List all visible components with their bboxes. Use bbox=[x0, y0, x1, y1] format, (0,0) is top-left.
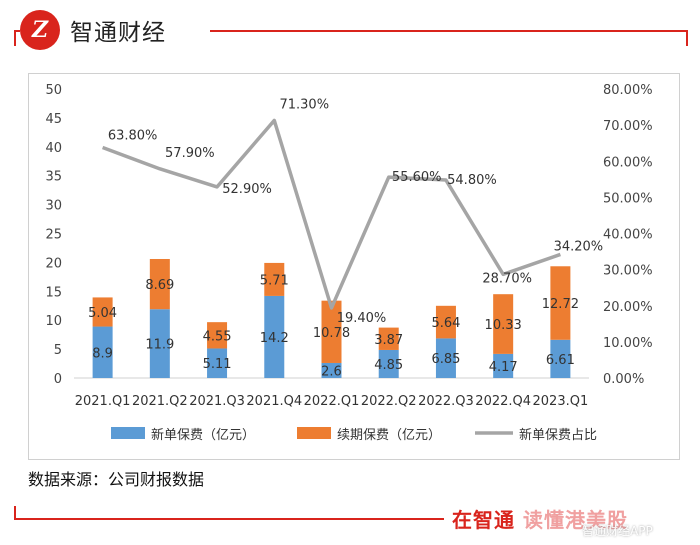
data-label-ratio: 19.40% bbox=[337, 311, 387, 326]
data-label-new-premium: 14.2 bbox=[260, 331, 289, 346]
brand-name: 智通财经 bbox=[70, 20, 166, 46]
data-label-ratio: 71.30% bbox=[279, 97, 329, 112]
data-label-renewal-premium: 8.69 bbox=[145, 278, 174, 293]
x-tick-label: 2021.Q1 bbox=[75, 394, 131, 409]
bar-new-premium bbox=[435, 338, 456, 378]
bar-renewal-premium bbox=[92, 297, 113, 327]
data-label-renewal-premium: 10.33 bbox=[485, 318, 522, 333]
bar-new-premium bbox=[550, 339, 571, 378]
data-label-new-premium: 6.61 bbox=[546, 353, 575, 368]
y-right-tick-label: 30.00% bbox=[603, 264, 653, 279]
data-label-ratio: 54.80% bbox=[447, 173, 497, 188]
slogan-accent: 读懂港美股 bbox=[522, 508, 628, 532]
brand-slogan: 在智通 读懂港美股 bbox=[452, 504, 628, 533]
bar-renewal-premium bbox=[149, 258, 170, 310]
footer-frame-tick bbox=[14, 506, 16, 518]
y-right-tick-label: 50.00% bbox=[603, 191, 653, 206]
bar-new-premium bbox=[92, 326, 113, 378]
y-right-tick-label: 80.00% bbox=[603, 83, 653, 98]
y-left-tick-label: 10 bbox=[45, 314, 62, 329]
data-label-ratio: 55.60% bbox=[392, 170, 442, 185]
legend-label-ratio: 新单保费占比 bbox=[519, 427, 597, 443]
bar-new-premium bbox=[264, 295, 285, 378]
brand-logo: Z 智通财经 bbox=[20, 8, 210, 52]
y-right-tick-label: 70.00% bbox=[603, 119, 653, 134]
bar-renewal-premium bbox=[264, 262, 285, 296]
legend-swatch-new-premium bbox=[111, 427, 145, 439]
x-tick-label: 2022.Q1 bbox=[304, 394, 360, 409]
header-frame-right-tick bbox=[678, 30, 688, 46]
bar-new-premium bbox=[149, 309, 170, 378]
data-label-ratio: 57.90% bbox=[165, 146, 215, 161]
chart-panel: 0 5 10 15 20 25 30 35 40 45 50 0.00% 10.00% 20.00% 30.… bbox=[28, 73, 680, 460]
header-frame-line bbox=[14, 30, 686, 40]
x-tick-label: 2021.Q2 bbox=[132, 394, 188, 409]
bar-renewal-premium bbox=[321, 300, 342, 363]
x-tick-label: 2022.Q4 bbox=[475, 394, 531, 409]
legend-label-renewal-premium: 续期保费（亿元） bbox=[337, 428, 441, 443]
bar-renewal-premium bbox=[207, 322, 228, 349]
data-label-new-premium: 6.85 bbox=[431, 352, 460, 367]
bar-new-premium bbox=[207, 348, 228, 378]
data-label-renewal-premium: 5.64 bbox=[431, 316, 460, 331]
watermark-text: 智通财经APP bbox=[582, 524, 653, 538]
y-left-tick-label: 25 bbox=[45, 228, 62, 243]
footer-frame-line bbox=[14, 518, 444, 520]
bar-renewal-premium bbox=[550, 266, 571, 340]
data-label-new-premium: 8.9 bbox=[92, 346, 113, 361]
data-label-new-premium: 11.9 bbox=[145, 338, 174, 353]
y-left-tick-label: 15 bbox=[45, 285, 62, 300]
y-left-tick-label: 5 bbox=[54, 343, 62, 358]
y-left-tick-label: 0 bbox=[54, 372, 62, 387]
bar-renewal-premium bbox=[378, 327, 399, 350]
data-label-new-premium: 4.85 bbox=[374, 358, 403, 373]
x-tick-label: 2022.Q3 bbox=[418, 394, 474, 409]
bar-new-premium bbox=[493, 353, 514, 378]
bar-renewal-premium bbox=[493, 294, 514, 354]
chart-svg: 0 5 10 15 20 25 30 35 40 45 50 0.00% 10.00% 20.00% 30.… bbox=[45, 83, 653, 443]
data-label-new-premium: 2.6 bbox=[321, 364, 342, 379]
data-label-ratio: 52.90% bbox=[222, 182, 272, 197]
data-label-renewal-premium: 10.78 bbox=[313, 326, 350, 341]
data-label-ratio: 63.80% bbox=[108, 129, 158, 144]
y-right-tick-label: 20.00% bbox=[603, 300, 653, 315]
x-tick-label: 2021.Q4 bbox=[246, 394, 302, 409]
y-left-tick-label: 35 bbox=[45, 170, 62, 185]
x-tick-label: 2022.Q2 bbox=[361, 394, 417, 409]
x-tick-label: 2023.Q1 bbox=[533, 394, 589, 409]
y-right-tick-label: 40.00% bbox=[603, 228, 653, 243]
data-label-renewal-premium: 3.87 bbox=[374, 333, 403, 348]
data-label-renewal-premium: 5.71 bbox=[260, 273, 289, 288]
slogan-main: 在智通 bbox=[452, 508, 515, 532]
y-left-tick-label: 40 bbox=[45, 141, 62, 156]
header-frame-left-tick bbox=[14, 30, 24, 46]
x-tick-label: 2021.Q3 bbox=[189, 394, 245, 409]
y-left-tick-label: 50 bbox=[45, 83, 62, 98]
bar-new-premium bbox=[321, 362, 342, 378]
data-label-new-premium: 4.17 bbox=[489, 360, 518, 375]
y-right-tick-label: 0.00% bbox=[603, 372, 644, 387]
data-label-ratio: 28.70% bbox=[482, 271, 532, 286]
data-label-new-premium: 5.11 bbox=[203, 357, 232, 372]
y-right-tick-label: 10.00% bbox=[603, 336, 653, 351]
source-note: 数据来源：公司财报数据 bbox=[28, 470, 205, 489]
bar-new-premium bbox=[378, 349, 399, 378]
legend-swatch-renewal-premium bbox=[297, 427, 331, 439]
brand-logo-icon: Z bbox=[20, 10, 60, 50]
data-label-ratio: 34.20% bbox=[554, 239, 604, 254]
y-left-tick-label: 20 bbox=[45, 256, 62, 271]
legend-label-new-premium: 新单保费（亿元） bbox=[151, 427, 255, 443]
bar-renewal-premium bbox=[435, 305, 456, 339]
data-label-renewal-premium: 5.04 bbox=[88, 306, 117, 321]
y-left-tick-label: 45 bbox=[45, 112, 62, 127]
line-new-premium-ratio bbox=[102, 118, 561, 310]
data-label-renewal-premium: 4.55 bbox=[203, 329, 232, 344]
data-label-renewal-premium: 12.72 bbox=[542, 297, 579, 312]
y-left-tick-label: 30 bbox=[45, 199, 62, 214]
y-right-tick-label: 60.00% bbox=[603, 155, 653, 170]
